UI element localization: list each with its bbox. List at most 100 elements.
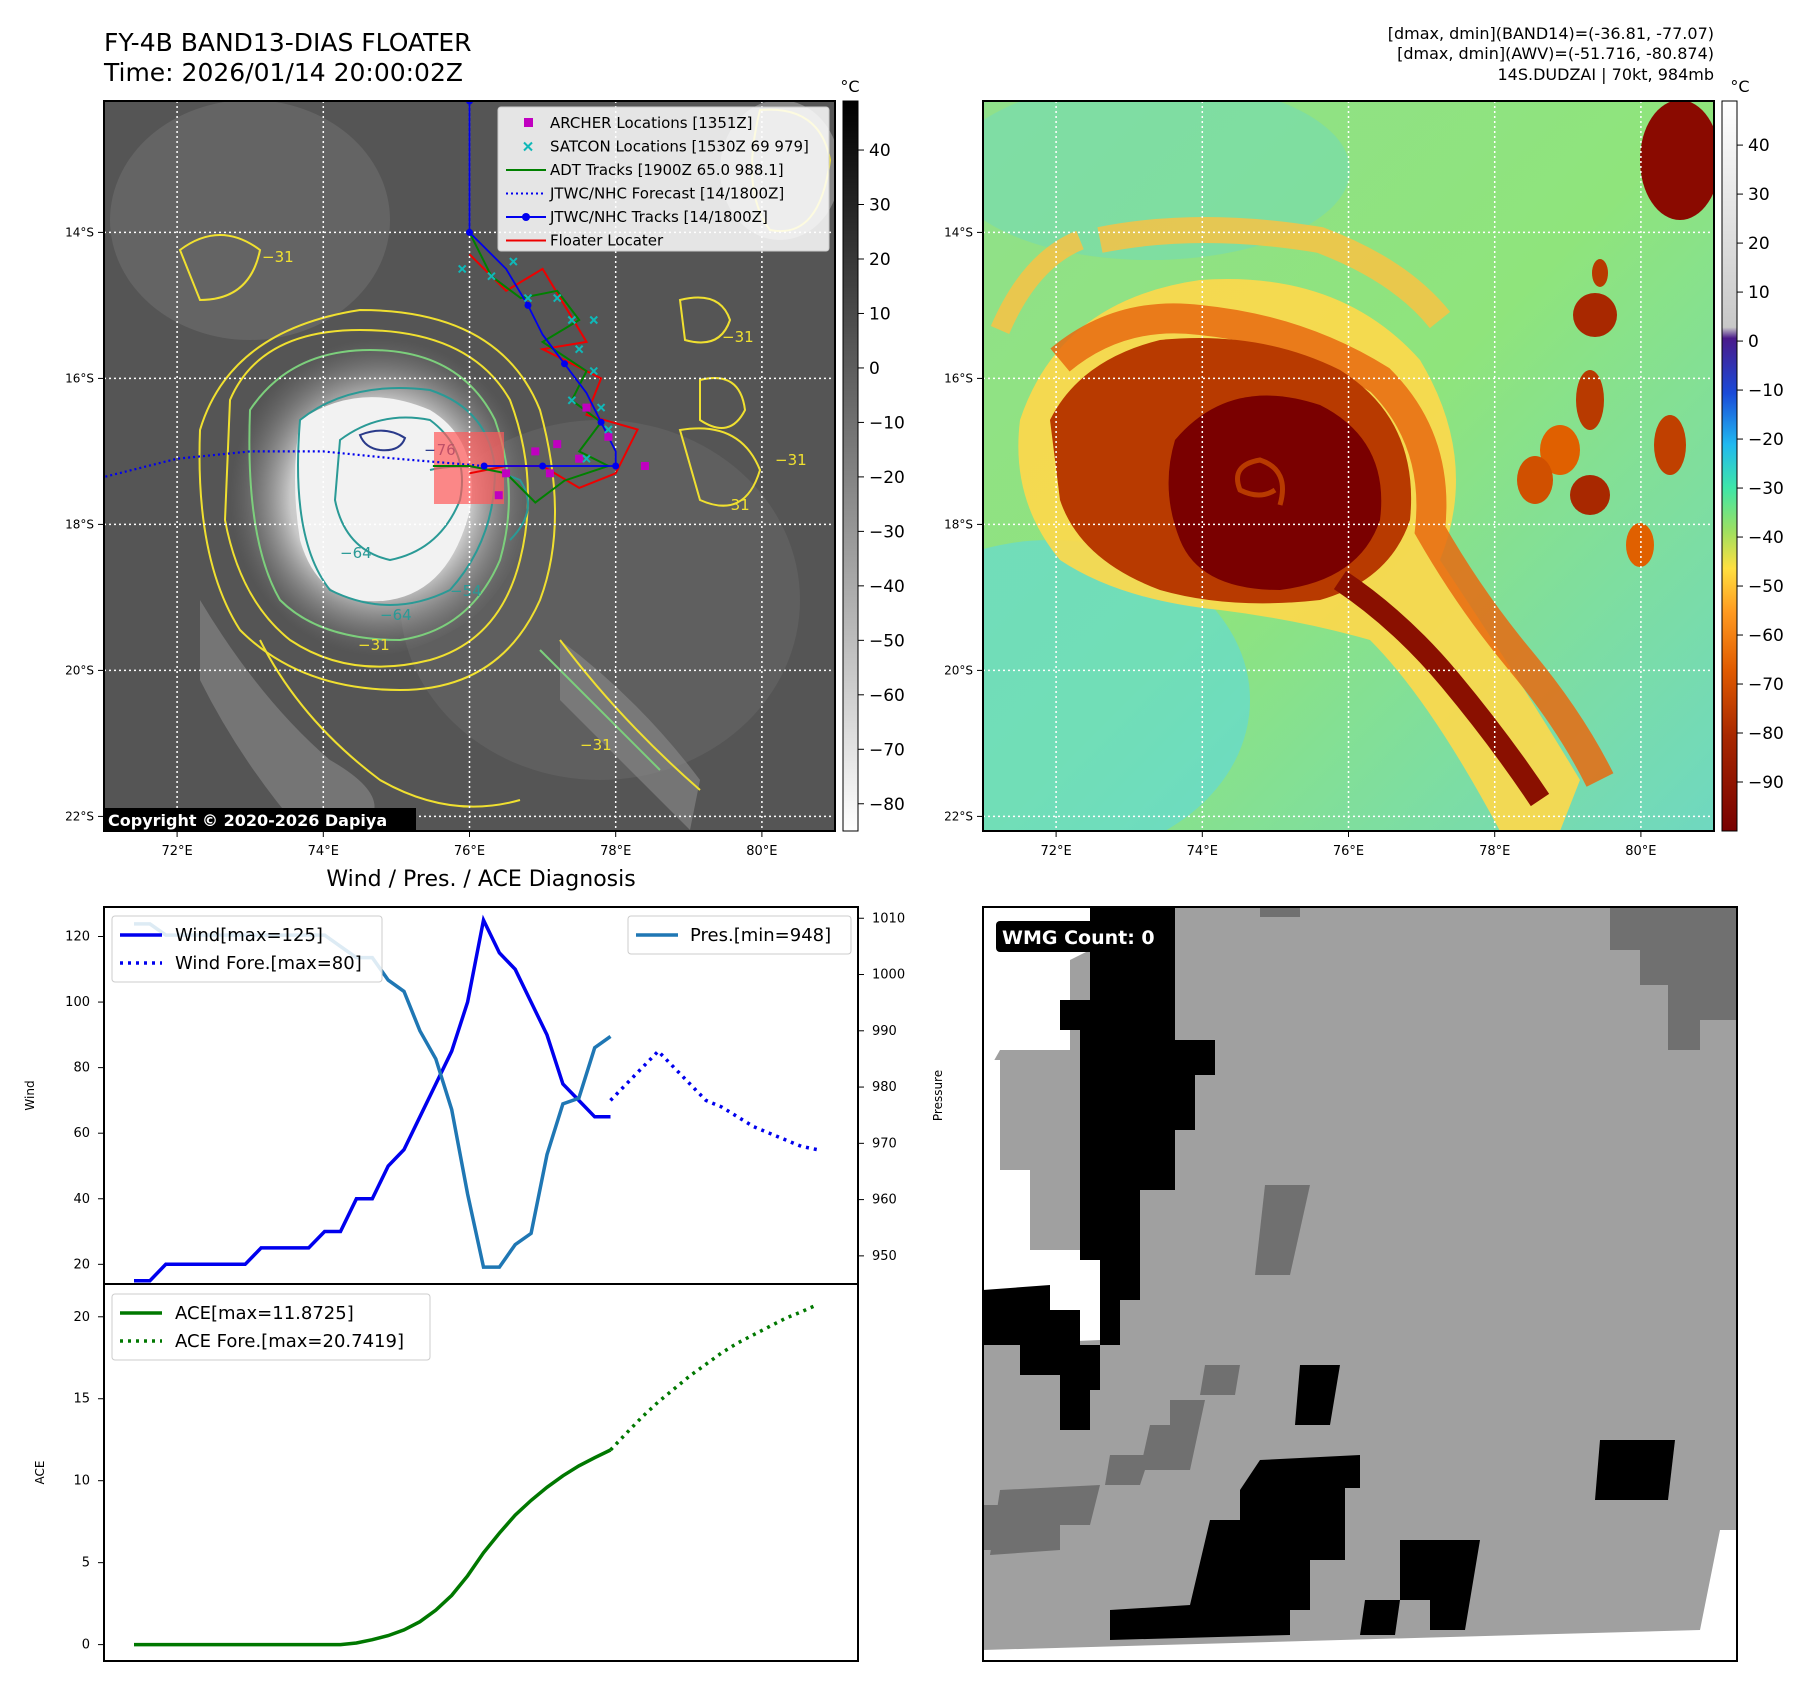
archer-point — [604, 432, 613, 441]
contour-label: −31 — [718, 496, 750, 514]
jtwc-track-point — [524, 301, 532, 309]
colorbar-tick-label: −60 — [1748, 626, 1784, 646]
ace-legend-label: ACE Fore.[max=20.7419] — [175, 1331, 404, 1352]
pressure-legend-box — [627, 915, 852, 955]
pressure-ytick-label: 990 — [872, 1024, 897, 1039]
legend-entry: ADT Tracks [1900Z 65.0 988.1] — [506, 161, 784, 179]
ir-colorbar: °C 40 30 20 10 0 −10 −20 −30 −40 −50 −60 −70 −80 — [840, 77, 905, 832]
ir-lon-label: 72°E — [161, 844, 192, 859]
pressure-legend: Pres.[min=948] — [627, 915, 852, 955]
satcon-point — [582, 454, 591, 463]
colorbar-tick-label: −60 — [869, 686, 905, 706]
ace-ytick-label: 0 — [82, 1638, 90, 1653]
satcon-point — [589, 315, 598, 325]
legend-label: JTWC/NHC Tracks [14/1800Z] — [549, 208, 768, 226]
archer-point — [531, 447, 540, 456]
ace-forecast-line — [609, 1303, 818, 1452]
ace-ytick-label: 20 — [73, 1310, 90, 1325]
legend-marker-square — [524, 118, 533, 127]
pressure-legend-label: Pres.[min=948] — [690, 925, 831, 946]
jtwc-track-point — [612, 462, 620, 470]
jtwc-track-point — [539, 462, 547, 470]
pressure-ytick-label: 950 — [872, 1249, 897, 1264]
contour-yellow-topleft — [178, 234, 262, 302]
ace-axes: 0 5 10 15 20 ACE — [33, 1310, 104, 1653]
colorbar-tick-label: 40 — [869, 141, 891, 161]
ir-lon-label: 76°E — [454, 844, 485, 859]
wind-ytick-label: 100 — [65, 995, 90, 1010]
wind-legend-label: Wind[max=125] — [175, 925, 323, 946]
wind-pressure-chart: 20 40 60 80 100 120 950 960 970 980 990 1000 1010 Win… — [23, 906, 945, 1285]
wind-ylabel: Wind — [23, 1080, 37, 1110]
diag-title: Wind / Pres. / ACE Diagnosis — [326, 867, 635, 892]
legend-entry: ARCHER Locations [1351Z] — [524, 114, 753, 132]
colorbar-tick-label: 40 — [1748, 136, 1770, 156]
wind-ytick-label: 80 — [73, 1061, 90, 1076]
wmg-imagery — [983, 907, 1737, 1661]
jtwc-track-point — [466, 228, 473, 236]
colorbar-tick-label: 20 — [1748, 234, 1770, 254]
satcon-point — [567, 315, 577, 325]
ir-lat-label: 16°S — [65, 371, 94, 385]
archer-point — [545, 469, 554, 478]
ir-lat-label: 22°S — [65, 809, 94, 823]
colorbar-tick-label: −10 — [1748, 381, 1784, 401]
contour-green-band — [539, 649, 661, 771]
archer-point — [640, 462, 649, 470]
jtwc-track-point — [597, 418, 605, 426]
legend-marker-x — [523, 141, 533, 152]
ace-ytick-label: 5 — [82, 1556, 90, 1571]
colorbar-tick-label: −50 — [869, 631, 905, 651]
contour-label: −64 — [380, 606, 412, 624]
ir-lon-label: 78°E — [600, 844, 631, 859]
awv-lon-label: 72°E — [1040, 844, 1071, 859]
awv-lat-label: 22°S — [944, 809, 973, 823]
satcon-point — [523, 293, 533, 303]
info-band14: [dmax, dmin](BAND14)=(-36.81, -77.07) — [1388, 24, 1714, 43]
colorbar-tick-label: −40 — [1748, 528, 1784, 548]
ir-lat-label: 20°S — [65, 663, 94, 677]
ir-colorbar-unit: °C — [840, 77, 859, 96]
contour-label: −64 — [340, 544, 372, 562]
wind-line — [134, 914, 611, 1283]
archer-point — [582, 403, 591, 412]
colorbar-tick-label: −30 — [1748, 479, 1784, 499]
awv-colorbar-unit: °C — [1730, 77, 1749, 96]
archer-point — [575, 454, 584, 463]
contour-yellow-main — [223, 328, 529, 668]
colorbar-tick-label: −70 — [869, 740, 905, 760]
ace-ytick-label: 15 — [73, 1392, 90, 1407]
jtwc-track-point — [480, 462, 488, 470]
copyright-badge — [104, 808, 416, 832]
jtwc-track-point — [561, 360, 569, 368]
colorbar-tick-label: 0 — [869, 359, 880, 379]
awv-gridlines — [983, 101, 1714, 831]
figure-time: Time: 2026/01/14 20:00:02Z — [103, 58, 463, 87]
ace-ylabel: ACE — [33, 1461, 47, 1485]
contour-teal-main — [297, 387, 497, 606]
satcon-point — [487, 271, 496, 281]
ir-colorbar-ticks: 40 30 20 10 0 −10 −20 −30 −40 −50 −60 −70 −80 — [858, 141, 905, 815]
colorbar-tick-label: −20 — [1748, 430, 1784, 450]
ir-lat-label: 18°S — [65, 517, 94, 531]
legend-entry: JTWC/NHC Forecast [14/1800Z] — [506, 185, 784, 203]
pressure-ylabel: Pressure — [931, 1070, 945, 1121]
satcon-point — [567, 396, 577, 405]
ir-tracks — [104, 101, 649, 504]
satcon-point — [509, 257, 518, 266]
colorbar-tick-label: −80 — [869, 795, 905, 815]
jtwc-forecast-line — [104, 450, 485, 479]
contour-yellow-cell3 — [678, 427, 762, 507]
ace-legend-label: ACE[max=11.8725] — [175, 1303, 354, 1324]
jtwc-track-line — [468, 101, 617, 467]
awv-lat-label: 18°S — [944, 517, 973, 531]
satcon-point — [596, 403, 606, 412]
awv-lat-label: 20°S — [944, 663, 973, 677]
ace-line — [134, 1448, 612, 1647]
wind-ytick-label: 60 — [73, 1126, 90, 1141]
contour-navy-core — [358, 429, 407, 452]
contour-yellow-band — [259, 639, 521, 808]
contour-label: −31 — [722, 328, 754, 346]
awv-lon-label: 74°E — [1187, 844, 1218, 859]
